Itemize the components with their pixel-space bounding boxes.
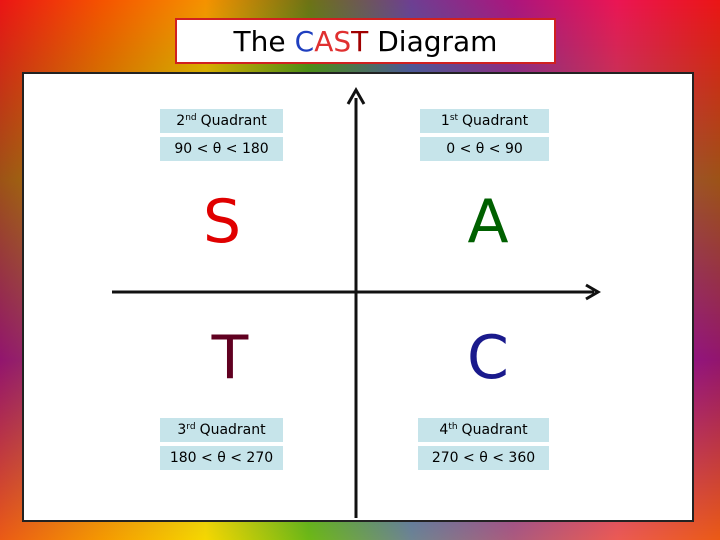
quadrant-number: 1 — [440, 113, 450, 129]
arrow — [585, 283, 601, 301]
title: The C A S T Diagram — [175, 18, 556, 64]
cast-letter: A — [467, 187, 509, 257]
angle-range: 0 < θ < 90 — [420, 137, 549, 161]
cast-letter: S — [202, 187, 242, 257]
title-suffix: Diagram — [377, 24, 498, 58]
angle-range: 270 < θ < 360 — [418, 446, 549, 470]
angle-range: 90 < θ < 180 — [160, 137, 283, 161]
title-letter: A — [314, 24, 334, 58]
quadrant-word: Quadrant — [461, 422, 528, 438]
title-letter: T — [351, 24, 369, 58]
title-letter: C — [294, 24, 315, 58]
quadrant-number: 2 — [176, 113, 186, 129]
angle-range: 180 < θ < 270 — [160, 446, 283, 470]
title-letter: S — [333, 24, 352, 58]
ordinal-suffix: rd — [186, 422, 196, 432]
quadrant-word: Quadrant — [200, 113, 267, 129]
quadrant-word: Quadrant — [462, 113, 529, 129]
cast-letter: C — [467, 323, 509, 393]
quadrant-number: 3 — [177, 422, 187, 438]
quadrant-number: 4 — [439, 422, 449, 438]
title-prefix: The — [233, 24, 286, 58]
ordinal-suffix: th — [448, 422, 458, 432]
ordinal-suffix: nd — [185, 113, 197, 123]
cast-letter: T — [211, 323, 249, 393]
quadrant-word: Quadrant — [199, 422, 266, 438]
arrow — [346, 86, 366, 105]
panel — [22, 72, 694, 522]
ordinal-suffix: st — [449, 113, 459, 123]
